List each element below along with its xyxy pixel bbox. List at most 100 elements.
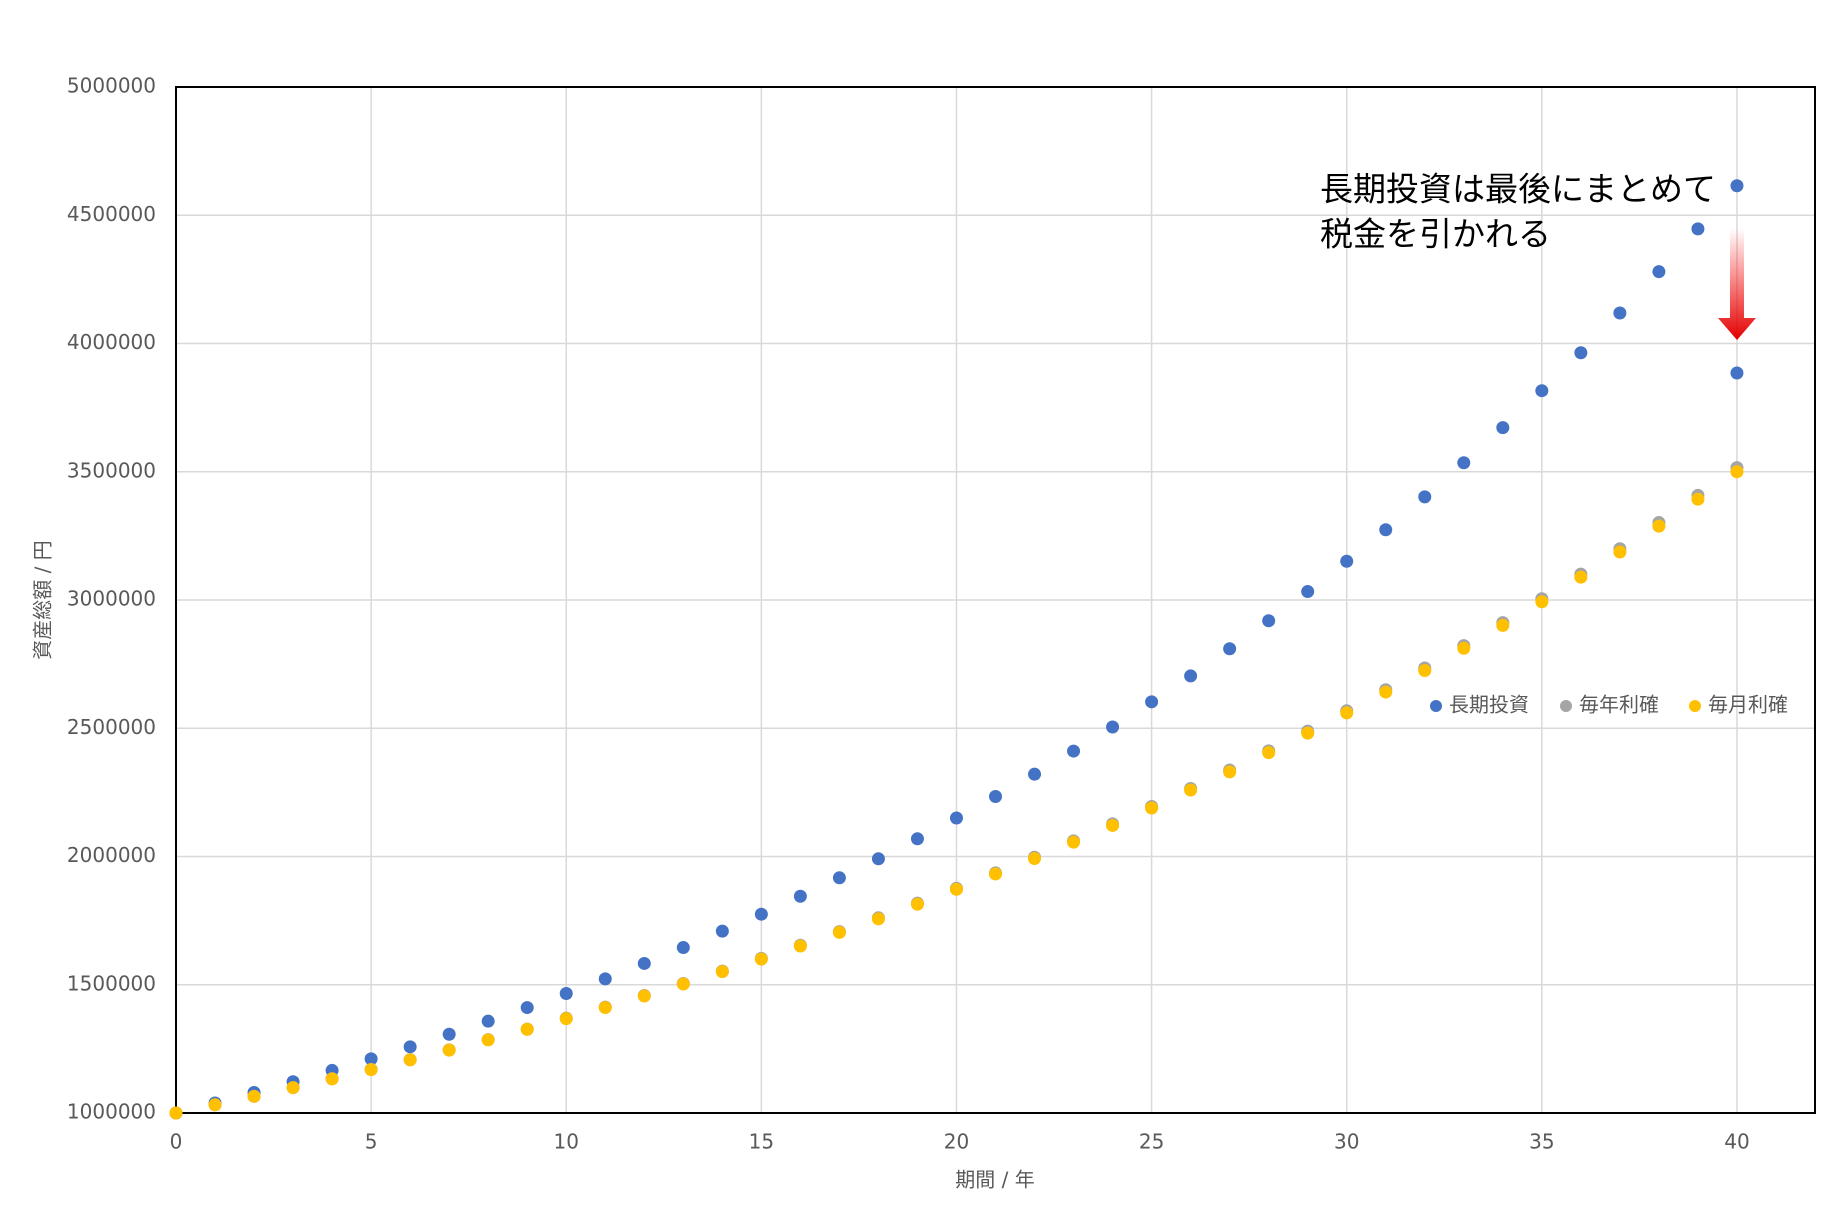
x-tick-label: 35 [1529,1130,1554,1154]
legend-marker [1560,700,1572,712]
point [1067,835,1081,849]
point [1379,523,1393,537]
point [910,897,924,911]
x-tick-label: 15 [749,1130,774,1154]
point [1340,554,1354,568]
point [949,882,963,896]
point [1028,767,1042,781]
point [754,907,768,921]
legend-label: 毎年利確 [1579,693,1659,717]
point [1223,642,1237,656]
legend-marker [1430,700,1442,712]
point [481,1033,495,1047]
point [1457,641,1471,655]
point [1028,852,1042,866]
x-tick-label: 0 [170,1130,183,1154]
point [715,924,729,938]
point [364,1063,378,1077]
point [1106,818,1120,832]
point [1496,618,1510,632]
point [1145,695,1159,709]
y-tick-label: 1500000 [67,971,156,995]
y-tick-label: 2500000 [67,715,156,739]
point [559,986,573,1000]
point [637,989,651,1003]
point [1730,179,1744,193]
point [1457,456,1471,470]
point [1574,570,1588,584]
point [1145,801,1159,815]
point [1418,664,1432,678]
grid [175,86,1815,1114]
y-tick-label: 4500000 [67,202,156,226]
point [1379,685,1393,699]
x-tick-label: 5 [365,1130,378,1154]
y-tick-label: 1000000 [67,1100,156,1124]
legend-marker [1689,700,1701,712]
x-tick-label: 10 [554,1130,579,1154]
point [598,972,612,986]
legend-label: 毎月利確 [1708,693,1788,717]
x-tick-label: 40 [1724,1130,1749,1154]
point [403,1053,417,1067]
point [1535,595,1549,609]
point [208,1098,222,1112]
annotation: 税金を引かれる [1320,215,1551,254]
point [793,939,807,953]
x-axis-title: 期間 / 年 [955,1168,1034,1192]
y-tick-label: 4000000 [67,330,156,354]
point [1691,492,1705,506]
point [1730,366,1744,380]
arrow [1718,228,1756,340]
point [1535,384,1549,398]
point [715,965,729,979]
y-tick-label: 3000000 [67,587,156,611]
point [403,1040,417,1054]
point [871,852,885,866]
point [676,941,690,955]
point [1613,545,1627,559]
point [949,811,963,825]
point [1730,465,1744,479]
x-tick-label: 20 [944,1130,969,1154]
point [989,867,1002,881]
point [1262,746,1276,760]
point [1067,744,1081,758]
point [754,952,768,966]
point [325,1072,339,1086]
point [1223,765,1237,779]
point [520,1001,534,1015]
point [1340,706,1354,720]
y-tick-label: 2000000 [67,843,156,867]
point [1691,222,1705,236]
point [1418,490,1432,504]
point [520,1022,534,1036]
legend-label: 長期投資 [1449,693,1529,717]
point [1574,346,1588,360]
point [442,1043,456,1057]
point [989,789,1002,803]
y-tick-label: 3500000 [67,458,156,482]
point [286,1081,300,1095]
point [1184,669,1198,683]
annotation: 長期投資は最後にまとめて [1320,170,1716,209]
point [1262,614,1276,628]
point [598,1001,612,1015]
point [910,832,924,846]
point [793,889,807,903]
point [676,977,690,991]
plot-border [175,86,1816,1114]
point [1652,519,1666,533]
x-tick-label: 30 [1334,1130,1359,1154]
point [637,956,651,970]
point [832,871,846,885]
y-tick-label: 5000000 [67,74,156,98]
point [1652,265,1666,279]
y-axis-title: 資産総額 / 円 [31,540,55,659]
point [1184,783,1198,797]
point [832,925,846,939]
point [442,1027,456,1041]
point [1106,720,1120,734]
